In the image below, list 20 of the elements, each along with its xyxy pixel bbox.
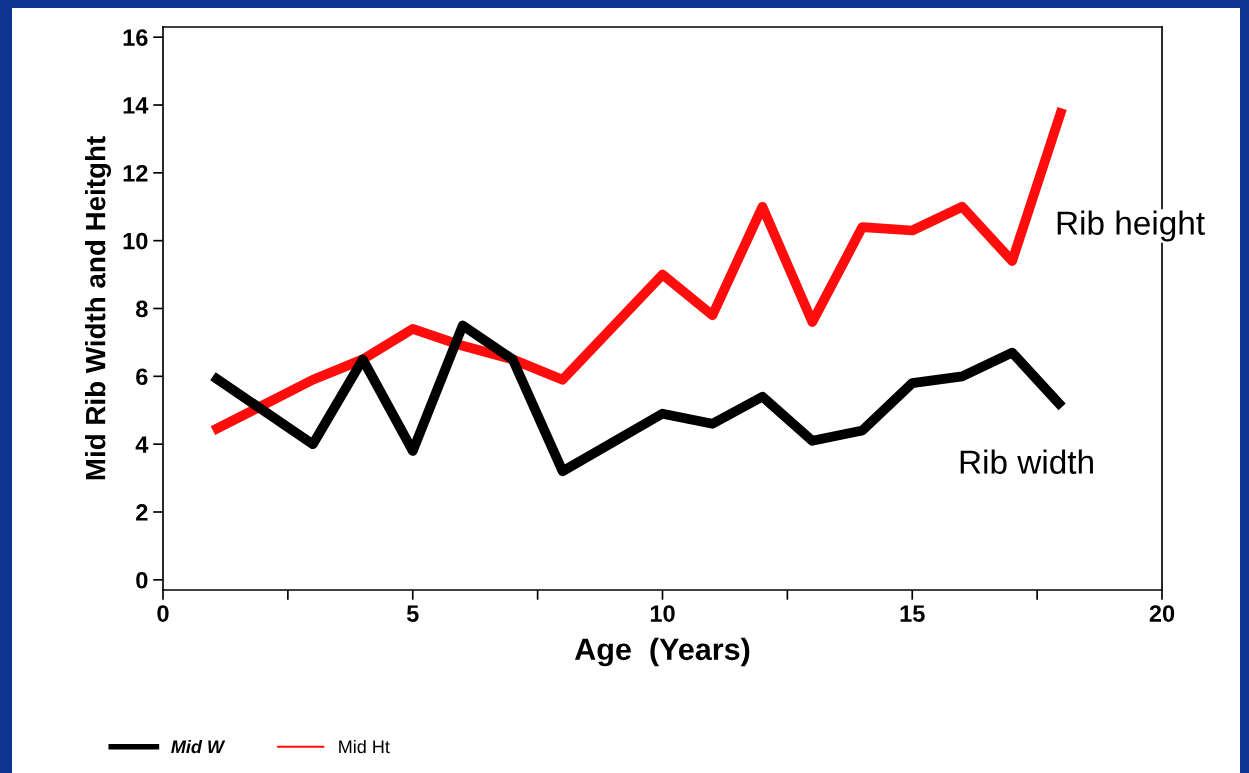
annotation: Rib height bbox=[1057, 210, 1205, 242]
y-tick-label: 4 bbox=[135, 436, 149, 453]
y-axis-title: Mid Rib Width and Heitght bbox=[85, 136, 112, 480]
y-tick-label: 0 bbox=[136, 571, 148, 589]
annotation: Rib width bbox=[960, 449, 1093, 474]
y-tick-label: 10 bbox=[123, 232, 148, 250]
x-tick-label: 15 bbox=[900, 605, 925, 622]
x-tick-label: 0 bbox=[157, 605, 169, 622]
y-tick-label: 2 bbox=[136, 504, 148, 521]
y-tick-label: 6 bbox=[136, 368, 148, 386]
x-tick-label: 5 bbox=[406, 605, 419, 622]
y-tick-label: 16 bbox=[123, 29, 148, 46]
y-tick-label: 14 bbox=[123, 97, 149, 114]
legend-label: Mid W bbox=[171, 739, 226, 754]
x-tick-label: 10 bbox=[650, 605, 675, 622]
x-axis-title: Age (Years) bbox=[574, 637, 750, 667]
x-tick-label: 20 bbox=[1149, 605, 1175, 622]
y-tick-label: 8 bbox=[136, 300, 148, 318]
y-tick-label: 12 bbox=[123, 164, 148, 182]
legend-label: Mid Ht bbox=[339, 739, 390, 754]
